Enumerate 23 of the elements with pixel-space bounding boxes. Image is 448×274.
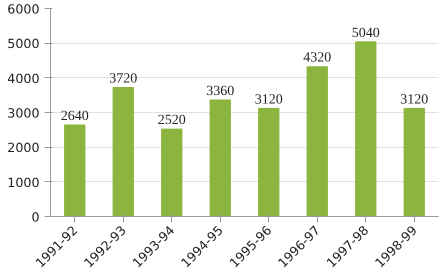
data-label: 2640: [60, 108, 89, 124]
data-label: 5040: [352, 26, 380, 41]
data-label: 3720: [109, 72, 138, 87]
data-label: 4320: [303, 50, 332, 66]
y-tick-label: 6000: [7, 2, 40, 16]
bar: [258, 108, 280, 216]
bar: [210, 100, 231, 216]
bar: [404, 108, 425, 216]
bar: [112, 87, 134, 216]
data-label: 3360: [206, 84, 234, 100]
y-tick-label: 3000: [7, 106, 40, 120]
bar: [161, 128, 182, 216]
data-label: 3120: [400, 92, 428, 108]
data-label: 3120: [254, 92, 283, 108]
y-tick-label: 5000: [7, 36, 40, 52]
bar: [355, 41, 376, 216]
y-tick-label: 0: [31, 210, 40, 224]
y-tick-label: 2000: [7, 140, 40, 156]
y-tick-label: 4000: [7, 70, 40, 86]
bar: [306, 66, 328, 216]
data-label: 2520: [158, 113, 186, 128]
bar: [64, 124, 86, 216]
y-tick-label: 1000: [7, 174, 40, 190]
